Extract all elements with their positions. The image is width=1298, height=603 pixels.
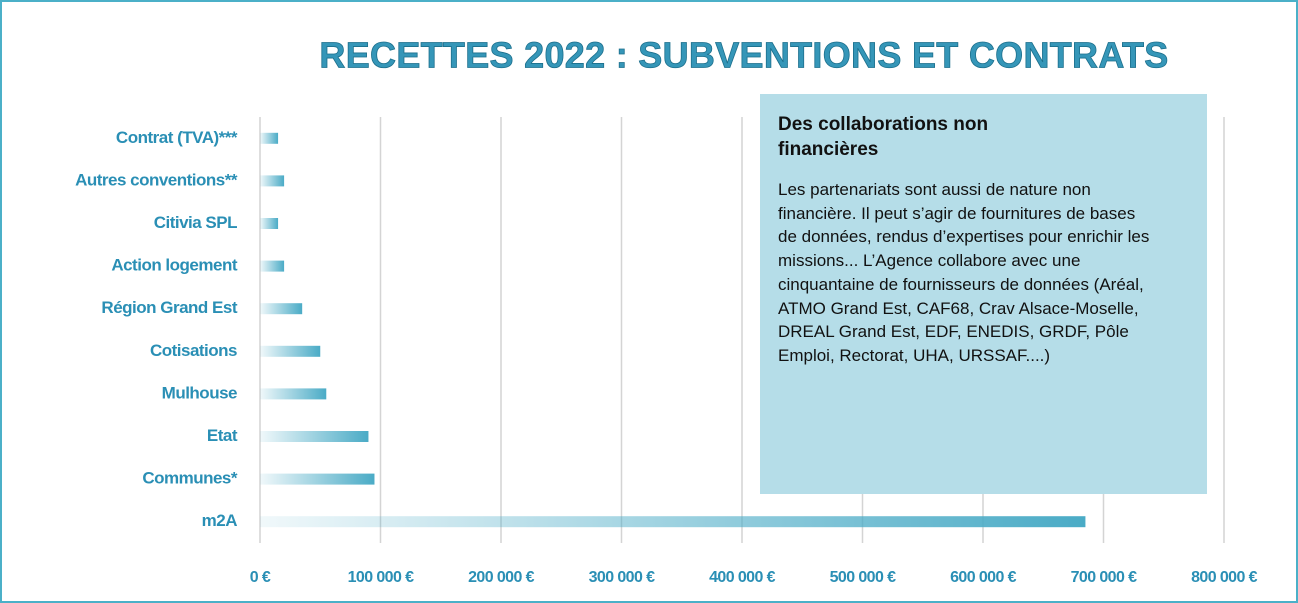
y-tick-label: Citivia SPL [154, 213, 237, 232]
y-tick-label: Action logement [111, 256, 238, 275]
y-tick-label: m2A [202, 511, 238, 530]
x-tick-label: 400 000 € [709, 569, 775, 586]
x-tick-label: 800 000 € [1191, 569, 1257, 586]
y-tick-label: Etat [207, 426, 238, 445]
bar [260, 388, 327, 400]
x-tick-label: 700 000 € [1071, 569, 1137, 586]
x-tick-label: 500 000 € [830, 569, 896, 586]
chart-title: RECETTES 2022 : SUBVENTIONS ET CONTRATS [319, 35, 1168, 76]
x-tick-label: 600 000 € [950, 569, 1016, 586]
bar [260, 132, 279, 144]
y-tick-label: Région Grand Est [101, 298, 237, 317]
x-tick-label: 300 000 € [589, 569, 655, 586]
bar [260, 431, 369, 442]
y-tick-label: Communes* [142, 469, 238, 488]
annotation-title: Des collaborations non financières [778, 114, 989, 160]
bar [260, 303, 303, 315]
x-tick-label: 200 000 € [468, 569, 534, 586]
annotation-box: Des collaborations non financières Les p… [760, 94, 1207, 494]
x-tick-label: 0 € [250, 569, 271, 586]
x-tick-label: 100 000 € [348, 569, 414, 586]
y-tick-label: Mulhouse [162, 383, 237, 402]
bar [260, 260, 285, 272]
y-tick-label: Contrat (TVA)*** [116, 128, 238, 147]
bar [260, 473, 375, 485]
y-tick-label: Cotisations [150, 341, 237, 360]
annotation-text: Les partenariats sont aussi de nature no… [778, 180, 1150, 365]
bar [260, 516, 1086, 528]
y-tick-label: Autres conventions** [75, 170, 238, 189]
bar [260, 175, 285, 187]
bar [260, 218, 279, 229]
bar [260, 345, 321, 357]
